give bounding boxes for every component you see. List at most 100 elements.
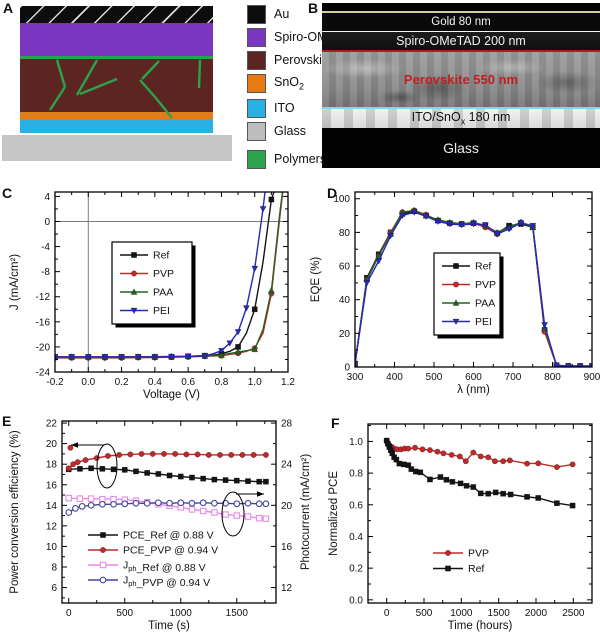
sem-gold-bottom-line <box>322 31 600 33</box>
legend-entry-label: PEI <box>475 316 492 328</box>
svg-text:800: 800 <box>544 372 561 383</box>
sem-cross-section: Gold 80 nm Spiro-OMeTAD 200 nm Perovskit… <box>322 3 600 168</box>
svg-text:20: 20 <box>281 501 293 512</box>
series-extra-2 <box>67 444 74 451</box>
glass-label: Glass <box>443 140 479 156</box>
svg-text:1.2: 1.2 <box>281 377 295 388</box>
sem-spiro-bottom-line <box>322 50 600 52</box>
panel-label-f: F <box>331 415 340 431</box>
svg-text:0.6: 0.6 <box>181 377 195 388</box>
spiro-layer <box>20 23 213 56</box>
svg-text:-0.2: -0.2 <box>46 377 64 388</box>
series-pce-ref-0-88-v <box>65 465 269 485</box>
perovskite-layer <box>20 59 213 112</box>
legend-entry-label: PAA <box>153 287 173 299</box>
svg-text:14: 14 <box>46 501 58 512</box>
svg-text:6: 6 <box>51 583 57 594</box>
polymer-twig-line <box>55 59 67 88</box>
svg-text:16: 16 <box>46 480 58 491</box>
x-axis-title: Time (s) <box>148 620 190 632</box>
legend-entry-label: PEI <box>153 305 170 317</box>
perovskite-thickness-label: Perovskite 550 nm <box>403 72 519 87</box>
panel-label-b: B <box>308 0 319 16</box>
legend-entry-label: PVP <box>468 548 489 560</box>
au-layer <box>20 6 213 23</box>
guide-ellipse <box>221 491 245 537</box>
svg-text:1.0: 1.0 <box>248 377 262 388</box>
legend-entry-label: PCE_Ref @ 0.88 V <box>123 530 214 542</box>
mpp-tracking-chart-series <box>65 444 270 522</box>
legend-label: ITO <box>274 101 295 115</box>
svg-text:0.8: 0.8 <box>214 377 228 388</box>
svg-text:4: 4 <box>44 192 50 203</box>
sem-glass-band: Glass <box>322 128 600 168</box>
svg-text:2500: 2500 <box>562 608 585 619</box>
eqe-spectra-chart-legend: Ref PVP PAA PEI <box>433 252 504 339</box>
glass-layer <box>2 135 232 161</box>
polymer-twig-line <box>48 86 67 111</box>
polymer-twig-line <box>139 79 156 98</box>
svg-text:60: 60 <box>339 262 351 273</box>
gold-thickness-label: Gold 80 nm <box>431 16 491 28</box>
svg-text:1000: 1000 <box>450 608 473 619</box>
legend-row-glass: Glass <box>247 121 306 141</box>
legend-swatch <box>247 50 266 70</box>
series-jph-pvp-0-94-v <box>65 499 270 516</box>
svg-text:-16: -16 <box>36 317 51 328</box>
sno2-layer <box>20 112 213 119</box>
legend-swatch <box>247 98 266 118</box>
polymer-twig-line <box>197 59 202 89</box>
legend-label: Polymers <box>274 152 327 166</box>
legend-entry-label: Ref <box>475 261 491 273</box>
legend-entry-label: PCE_PVP @ 0.94 V <box>123 545 218 557</box>
polymer-twig-line <box>154 96 173 119</box>
svg-text:0.8: 0.8 <box>349 469 363 480</box>
svg-text:500: 500 <box>426 372 443 383</box>
svg-text:500: 500 <box>416 608 433 619</box>
svg-text:22: 22 <box>46 419 58 430</box>
legend-row-sno: SnO2 <box>247 73 304 93</box>
svg-text:2000: 2000 <box>525 608 548 619</box>
svg-text:100: 100 <box>333 194 350 205</box>
jv-curves-chart-legend: Ref PVP PAA PEI <box>111 241 196 328</box>
sem-ito-band: ITO/SnOx 180 nm <box>322 109 600 128</box>
svg-text:28: 28 <box>281 419 293 430</box>
legend-entry-label: Jph_Ref @ 0.88 V <box>123 560 206 575</box>
legend-swatch <box>247 4 266 24</box>
legend-swatch <box>247 27 266 47</box>
svg-text:400: 400 <box>386 372 403 383</box>
x-axis-title: Time (hours) <box>448 620 513 632</box>
eqe-spectra-chart-axes: 300 400 500 600 700 800 900 0 20 40 60 80 100 <box>333 192 600 383</box>
svg-text:80: 80 <box>339 228 351 239</box>
svg-text:-12: -12 <box>36 292 51 303</box>
svg-text:0.0: 0.0 <box>81 377 95 388</box>
svg-text:0.4: 0.4 <box>349 532 363 543</box>
stability-chart-axes: 0 500 1000 1500 2000 2500 0.0 0.2 0.4 0.6 0.8 1.0 <box>349 424 593 619</box>
svg-text:500: 500 <box>116 608 133 619</box>
legend-entry-label: Jph_PVP @ 0.94 V <box>123 575 210 590</box>
panel-label-e: E <box>2 413 12 429</box>
guide-ellipse <box>96 443 118 489</box>
svg-text:1500: 1500 <box>488 608 511 619</box>
svg-text:12: 12 <box>281 583 293 594</box>
series-pce-pvp-0-94-v <box>65 450 269 472</box>
svg-text:600: 600 <box>465 372 482 383</box>
y-axis-title: Normalized PCE <box>328 471 340 556</box>
svg-text:700: 700 <box>505 372 522 383</box>
x-axis-title: Voltage (V) <box>143 389 200 401</box>
legend-row-au: Au <box>247 4 289 24</box>
mpp-tracking-chart: 0 500 1000 1500 6 8 10 12 14 16 18 20 22 12 16 20 24 28 Ti… <box>9 419 312 632</box>
svg-text:0: 0 <box>384 608 390 619</box>
series-pei <box>355 209 592 367</box>
y-axis-title: Power conversion efficiency (%) <box>9 430 21 594</box>
svg-text:10: 10 <box>46 542 58 553</box>
eqe-spectra-chart: 300 400 500 600 700 800 900 0 20 40 60 80 100 λ (nm) E… <box>310 191 600 396</box>
sem-gold-band: Gold 80 nm <box>322 13 600 31</box>
legend-row-polymers: Polymers <box>247 149 327 169</box>
polymer-interlayer <box>20 56 213 59</box>
legend-entry-label: PVP <box>475 279 496 291</box>
series-pei <box>55 192 267 361</box>
svg-text:1.0: 1.0 <box>349 437 363 448</box>
